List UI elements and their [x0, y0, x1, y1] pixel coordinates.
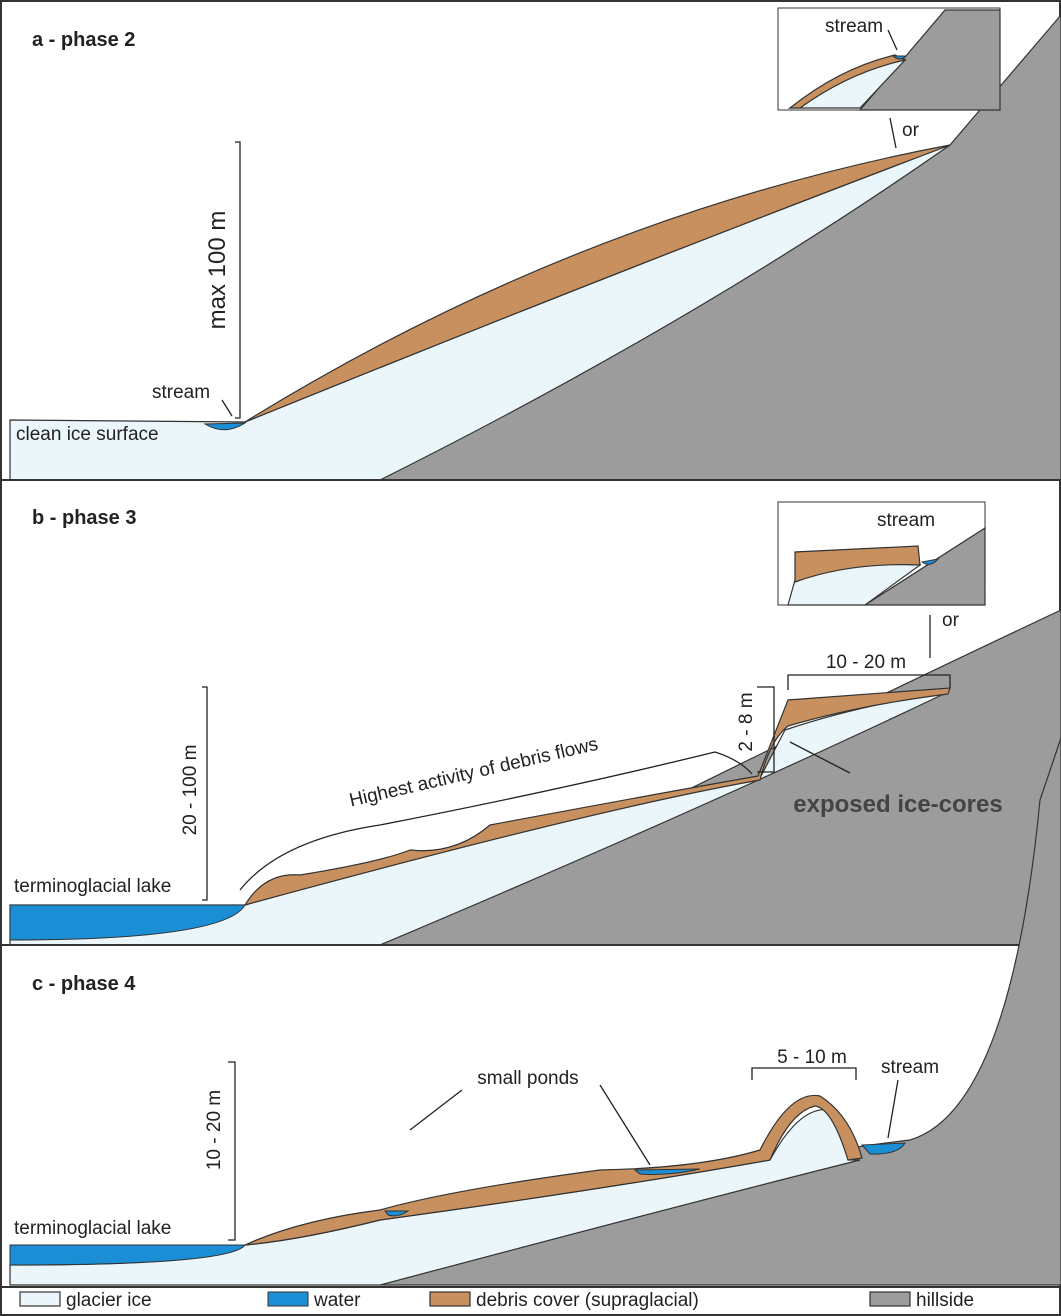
lake: [9, 904, 246, 941]
legend-label: water: [313, 1290, 361, 1311]
lake-label: terminoglacial lake: [14, 1218, 171, 1239]
inset-stream-label: stream: [825, 16, 883, 37]
arrow: [409, 1079, 899, 1166]
width-label: 10 - 20 m: [826, 652, 906, 673]
flows-bracket: [239, 751, 753, 891]
arrow: [789, 615, 931, 774]
panel-a: a - phase 2 max 100 m stream clean ice s…: [9, 7, 1061, 481]
arrow: [221, 117, 897, 417]
or-label: or: [942, 610, 960, 631]
panel-title: b - phase 3: [32, 507, 136, 529]
height-bracket: [235, 141, 241, 419]
panel-title: a - phase 2: [32, 29, 135, 51]
bracket: [202, 674, 951, 901]
inset-hillside: [862, 526, 986, 606]
or-label: or: [902, 120, 920, 141]
ponds-label: small ponds: [477, 1068, 578, 1089]
inset-stream: [920, 558, 940, 565]
ice-cores-label: exposed ice-cores: [793, 791, 1002, 818]
stream: [860, 1142, 906, 1155]
bracket: [228, 1061, 857, 1241]
pond: [384, 1168, 701, 1217]
height-label: 10 - 20 m: [204, 1090, 225, 1170]
inset-stream: [891, 55, 908, 60]
inset-stream-label: stream: [877, 510, 935, 531]
debris-cover: [244, 1094, 863, 1246]
legend-label: hillside: [916, 1290, 974, 1311]
legend-swatch: [19, 1291, 61, 1307]
legend-swatch: [869, 1291, 911, 1307]
legend-label: debris cover (supraglacial): [476, 1290, 699, 1311]
debris-cover: [244, 144, 951, 423]
height-label: max 100 m: [204, 211, 231, 330]
inset-debris: [794, 545, 921, 583]
height-label: 20 - 100 m: [180, 745, 201, 836]
stream-label: stream: [881, 1057, 939, 1078]
legend-swatch: [267, 1291, 309, 1307]
panel-c: c - phase 4 10 - 20 m terminoglacial lak…: [9, 737, 1061, 1286]
lake-label: terminoglacial lake: [14, 876, 171, 897]
lake: [9, 1244, 247, 1266]
inset-debris: [788, 54, 907, 109]
surface-label: clean ice surface: [16, 424, 159, 445]
arrow: [887, 29, 898, 51]
stream: [203, 422, 247, 431]
stream-label: stream: [152, 382, 210, 403]
legend-label: glacier ice: [66, 1290, 152, 1311]
inset-hillside: [858, 9, 1001, 111]
step-label: 2 - 8 m: [736, 692, 757, 751]
width-label: 5 - 10 m: [777, 1047, 847, 1068]
panel-title: c - phase 4: [32, 973, 136, 995]
legend-swatch: [429, 1291, 471, 1307]
legend: glacier ice water debris cover (supragla…: [19, 1290, 974, 1311]
